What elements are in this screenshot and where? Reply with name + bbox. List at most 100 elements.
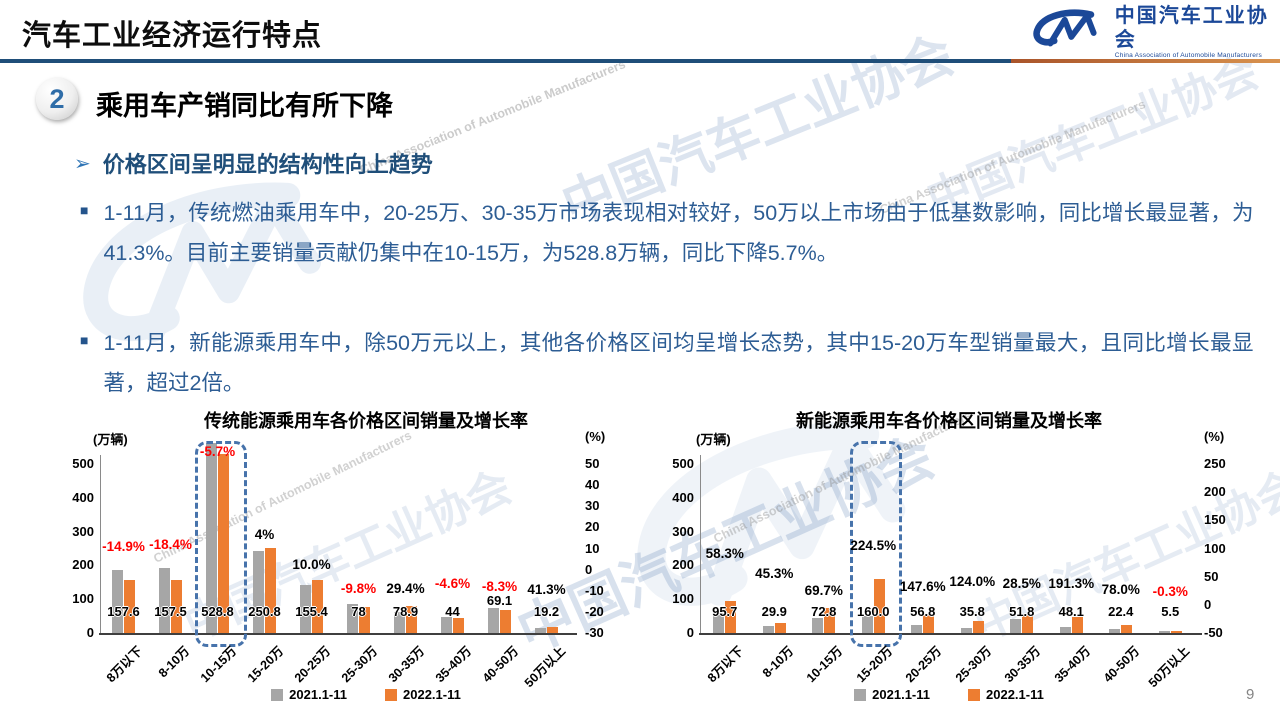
- value-label: 22.4: [1108, 604, 1134, 619]
- bar-2022: [265, 548, 276, 633]
- bar-2022: [1071, 616, 1083, 633]
- pct-tick-label: 20: [585, 519, 600, 535]
- x-category-label: 35-40万: [432, 643, 475, 686]
- chart-traditional-fuel: 传统能源乘用车各价格区间销量及增长率 (万辆) (%) 500 400 300 200 100…: [72, 403, 647, 716]
- value-label: 5.5: [1161, 604, 1180, 619]
- y-tick-label: 200: [672, 557, 694, 573]
- growth-label: -4.6%: [434, 576, 471, 592]
- bar-2022: [312, 580, 323, 633]
- growth-label: 124.0%: [949, 573, 996, 589]
- x-category-label: 40-50万: [479, 643, 522, 686]
- pct-tick-label: 150: [1204, 512, 1226, 528]
- x-category-label: 50万以上: [521, 643, 569, 691]
- legend-item: 2021.1-11: [854, 687, 930, 702]
- chart-title: 新能源乘用车各价格区间销量及增长率: [796, 411, 1102, 431]
- value-label: 250.8: [248, 604, 281, 619]
- x-category-label: 25-30万: [952, 643, 994, 686]
- legend-item: 2021.1-11: [271, 687, 347, 702]
- pct-tick-label: -20: [585, 603, 604, 619]
- growth-label: 29.4%: [386, 581, 425, 597]
- header-divider: [0, 59, 1280, 63]
- pct-tick-label: 50: [1204, 568, 1219, 584]
- x-category-label: 50万以上: [1145, 643, 1192, 691]
- legend-swatch: [385, 688, 397, 701]
- pct-tick-label: -10: [585, 582, 604, 598]
- chart-title: 传统能源乘用车各价格区间销量及增长率: [204, 411, 528, 431]
- growth-label: 69.7%: [804, 583, 843, 599]
- section-title: 乘用车产销同比有所下降: [96, 91, 393, 121]
- y-tick-label: 100: [672, 591, 694, 607]
- x-category-label: 8万以下: [103, 643, 146, 686]
- y-tick-label: 0: [86, 625, 94, 640]
- bar-2021: [960, 627, 972, 633]
- value-label: 19.2: [533, 604, 560, 619]
- value-label: 155.4: [295, 604, 328, 619]
- value-label: 160.0: [856, 604, 890, 619]
- y-tick-label: 500: [72, 456, 94, 471]
- value-label: 78.9: [392, 604, 419, 619]
- pct-tick-label: 250: [1204, 456, 1226, 471]
- bar-2021: [762, 626, 774, 633]
- paragraph-nev: ■ 1-11月，新能源乘用车中，除50万元以上，其他各价格区间均呈增长态势，其中…: [80, 323, 1253, 403]
- legend-item: 2022.1-11: [385, 687, 461, 702]
- highlight-box: [194, 441, 247, 647]
- y-axis-line: [700, 455, 701, 633]
- axis-unit-left: (万辆): [696, 432, 731, 447]
- pct-tick-label: 50: [585, 456, 600, 471]
- chart-nev: 新能源乘用车各价格区间销量及增长率 (万辆) (%) 500 400 300 200 100 0…: [658, 403, 1240, 716]
- y-tick-label: 200: [72, 557, 94, 573]
- axis-unit-right: (%): [1204, 429, 1225, 444]
- bar-2021: [159, 567, 170, 633]
- pct-tick-label: -50: [1204, 625, 1223, 640]
- legend-item: 2022.1-11: [968, 687, 1044, 702]
- bar-2021: [253, 551, 264, 633]
- square-bullet-icon: ■: [80, 202, 89, 218]
- bar-2021: [1109, 628, 1121, 633]
- growth-label: 58.3%: [705, 545, 744, 561]
- legend: 2021.1-11 2022.1-11: [658, 687, 1240, 702]
- x-category-label: 35-40万: [1051, 643, 1093, 686]
- bar-2022: [359, 606, 370, 633]
- bar-2022: [725, 600, 737, 633]
- x-category-label: 15-20万: [853, 643, 895, 686]
- bar-2022: [124, 579, 135, 633]
- bar-2021: [347, 603, 358, 633]
- growth-label: -18.4%: [149, 536, 192, 552]
- legend-label: 2022.1-11: [986, 687, 1044, 702]
- y-tick-label: 300: [672, 523, 694, 539]
- x-category-label: 40-50万: [1101, 643, 1143, 686]
- growth-label: 78.0%: [1101, 582, 1140, 598]
- x-category-label: 10-15万: [197, 643, 240, 686]
- pct-tick-label: 0: [585, 561, 593, 577]
- x-axis-line: [99, 633, 577, 635]
- bar-2021: [861, 616, 873, 633]
- x-category-label: 25-30万: [338, 643, 381, 686]
- growth-label: 191.3%: [1048, 575, 1095, 591]
- growth-label: -8.3%: [481, 578, 518, 594]
- bar-2022: [1121, 625, 1133, 633]
- bar-2022: [171, 579, 182, 633]
- bar-2022: [972, 620, 984, 633]
- section-number-badge: 2: [36, 78, 78, 120]
- axis-unit-left: (万辆): [93, 432, 128, 447]
- growth-label: 147.6%: [899, 578, 946, 594]
- x-category-label: 20-25万: [291, 643, 334, 686]
- growth-label: 10.0%: [292, 557, 331, 573]
- x-category-label: 8万以下: [705, 643, 747, 686]
- bar-2022: [218, 454, 229, 633]
- y-tick-label: 400: [672, 489, 694, 505]
- value-label: 69.1: [486, 593, 513, 608]
- y-axis-line: [100, 455, 101, 633]
- bar-2022: [873, 578, 885, 633]
- page-number: 9: [1246, 686, 1255, 703]
- x-category-label: 8-10万: [155, 643, 193, 681]
- bar-2021: [300, 585, 311, 633]
- highlight-box: [850, 441, 903, 647]
- x-category-label: 30-35万: [385, 643, 428, 686]
- axis-unit-right: (%): [585, 429, 606, 444]
- growth-label: -5.7%: [199, 444, 236, 459]
- legend-label: 2022.1-11: [403, 687, 461, 702]
- bar-2021: [812, 618, 824, 633]
- pct-tick-label: 30: [585, 498, 600, 514]
- pct-tick-label: 100: [1204, 540, 1226, 556]
